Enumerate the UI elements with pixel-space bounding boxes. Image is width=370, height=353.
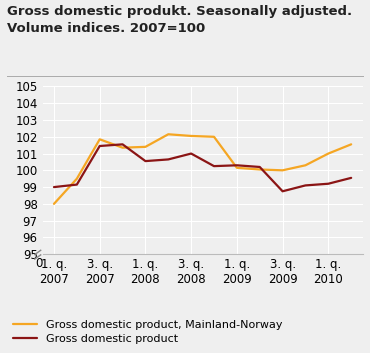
Gross domestic product [212, 164, 216, 168]
Gross domestic product [349, 176, 353, 180]
Gross domestic product [280, 189, 285, 193]
Gross domestic product [326, 182, 330, 186]
Gross domestic product [189, 151, 194, 156]
Gross domestic product, Mainland-Norway [120, 145, 125, 150]
Gross domestic product [166, 157, 171, 162]
Gross domestic product [303, 183, 308, 187]
Gross domestic product, Mainland-Norway [212, 135, 216, 139]
Gross domestic product, Mainland-Norway [303, 163, 308, 167]
Legend: Gross domestic product, Mainland-Norway, Gross domestic product: Gross domestic product, Mainland-Norway,… [13, 321, 283, 344]
Gross domestic product [120, 142, 125, 146]
Gross domestic product, Mainland-Norway [75, 176, 79, 181]
Gross domestic product, Mainland-Norway [189, 134, 194, 138]
Line: Gross domestic product: Gross domestic product [54, 144, 351, 191]
Gross domestic product, Mainland-Norway [235, 166, 239, 170]
Gross domestic product, Mainland-Norway [97, 137, 102, 142]
Gross domestic product, Mainland-Norway [326, 151, 330, 156]
Gross domestic product, Mainland-Norway [349, 142, 353, 146]
Gross domestic product, Mainland-Norway [258, 167, 262, 172]
Gross domestic product, Mainland-Norway [280, 168, 285, 173]
Gross domestic product, Mainland-Norway [143, 145, 148, 149]
Gross domestic product, Mainland-Norway [52, 202, 56, 206]
Gross domestic product [235, 163, 239, 167]
Gross domestic product [52, 185, 56, 189]
Gross domestic product, Mainland-Norway [166, 132, 171, 136]
Text: 0: 0 [35, 257, 43, 270]
Gross domestic product [97, 144, 102, 148]
Text: Gross domestic produkt. Seasonally adjusted.
Volume indices. 2007=100: Gross domestic produkt. Seasonally adjus… [7, 5, 353, 35]
Gross domestic product [143, 159, 148, 163]
Line: Gross domestic product, Mainland-Norway: Gross domestic product, Mainland-Norway [54, 134, 351, 204]
Gross domestic product [75, 183, 79, 187]
Gross domestic product [258, 165, 262, 169]
